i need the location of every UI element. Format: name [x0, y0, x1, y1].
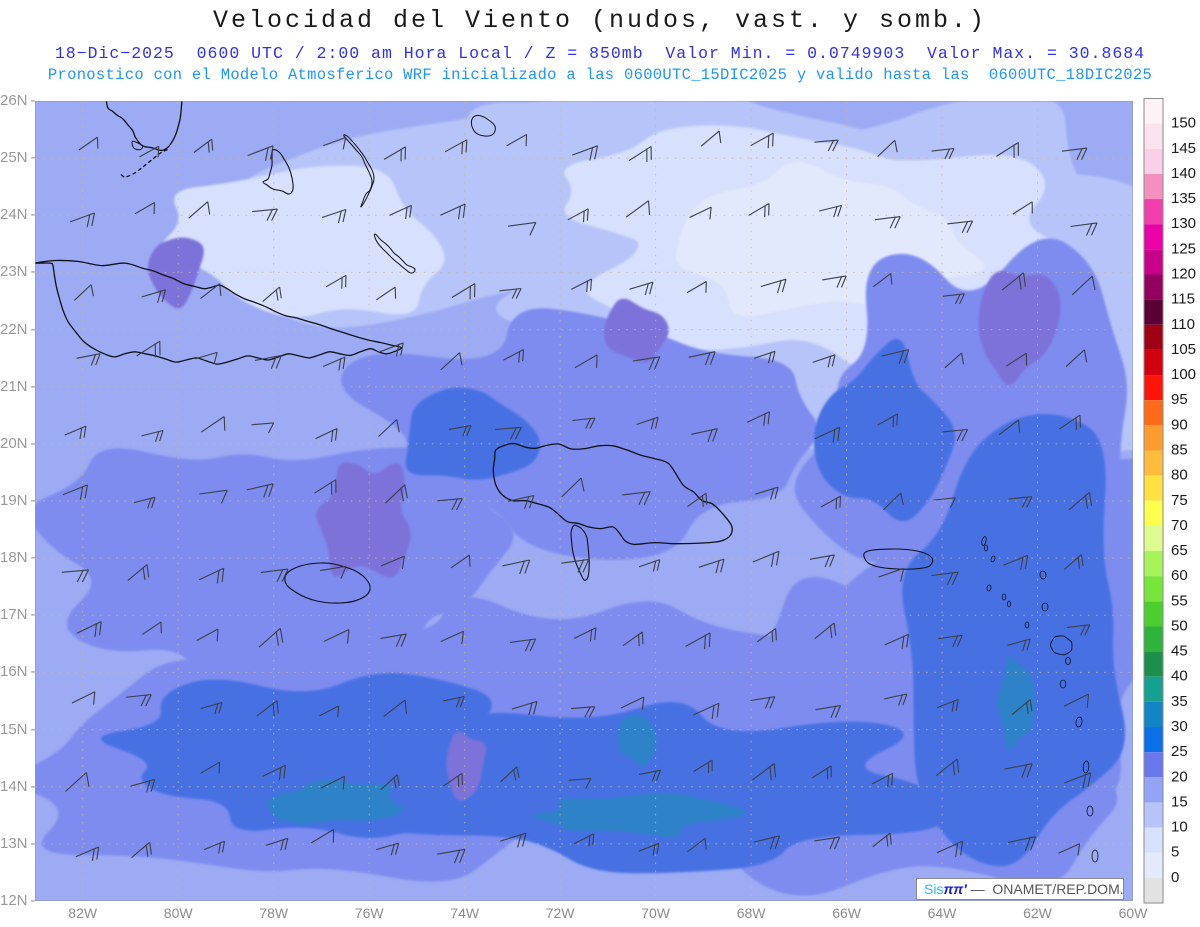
- svg-text:130: 130: [1171, 215, 1196, 232]
- svg-text:125: 125: [1171, 240, 1196, 257]
- svg-text:20: 20: [1171, 768, 1188, 785]
- svg-text:50: 50: [1171, 617, 1188, 634]
- svg-text:70: 70: [1171, 517, 1188, 534]
- svg-text:15: 15: [1171, 793, 1188, 810]
- svg-text:30: 30: [1171, 718, 1188, 735]
- svg-text:85: 85: [1171, 441, 1188, 458]
- svg-text:110: 110: [1171, 316, 1195, 333]
- svg-text:115: 115: [1171, 291, 1195, 308]
- svg-text:75: 75: [1171, 492, 1188, 509]
- svg-text:100: 100: [1171, 366, 1196, 383]
- svg-text:150: 150: [1171, 115, 1196, 132]
- svg-text:80: 80: [1171, 467, 1188, 484]
- svg-text:35: 35: [1171, 693, 1188, 710]
- svg-text:145: 145: [1171, 140, 1196, 157]
- svg-text:120: 120: [1171, 265, 1196, 282]
- svg-text:60: 60: [1171, 567, 1188, 584]
- svg-text:45: 45: [1171, 643, 1188, 660]
- svg-text:140: 140: [1171, 165, 1196, 182]
- svg-text:40: 40: [1171, 668, 1188, 685]
- svg-text:135: 135: [1171, 190, 1196, 207]
- svg-text:90: 90: [1171, 416, 1188, 433]
- svg-text:5: 5: [1171, 844, 1179, 861]
- svg-text:105: 105: [1171, 341, 1196, 358]
- svg-text:65: 65: [1171, 542, 1188, 559]
- svg-text:95: 95: [1171, 391, 1188, 408]
- svg-text:0: 0: [1171, 869, 1179, 886]
- svg-text:10: 10: [1171, 819, 1188, 836]
- svg-text:55: 55: [1171, 592, 1188, 609]
- svg-text:25: 25: [1171, 743, 1188, 760]
